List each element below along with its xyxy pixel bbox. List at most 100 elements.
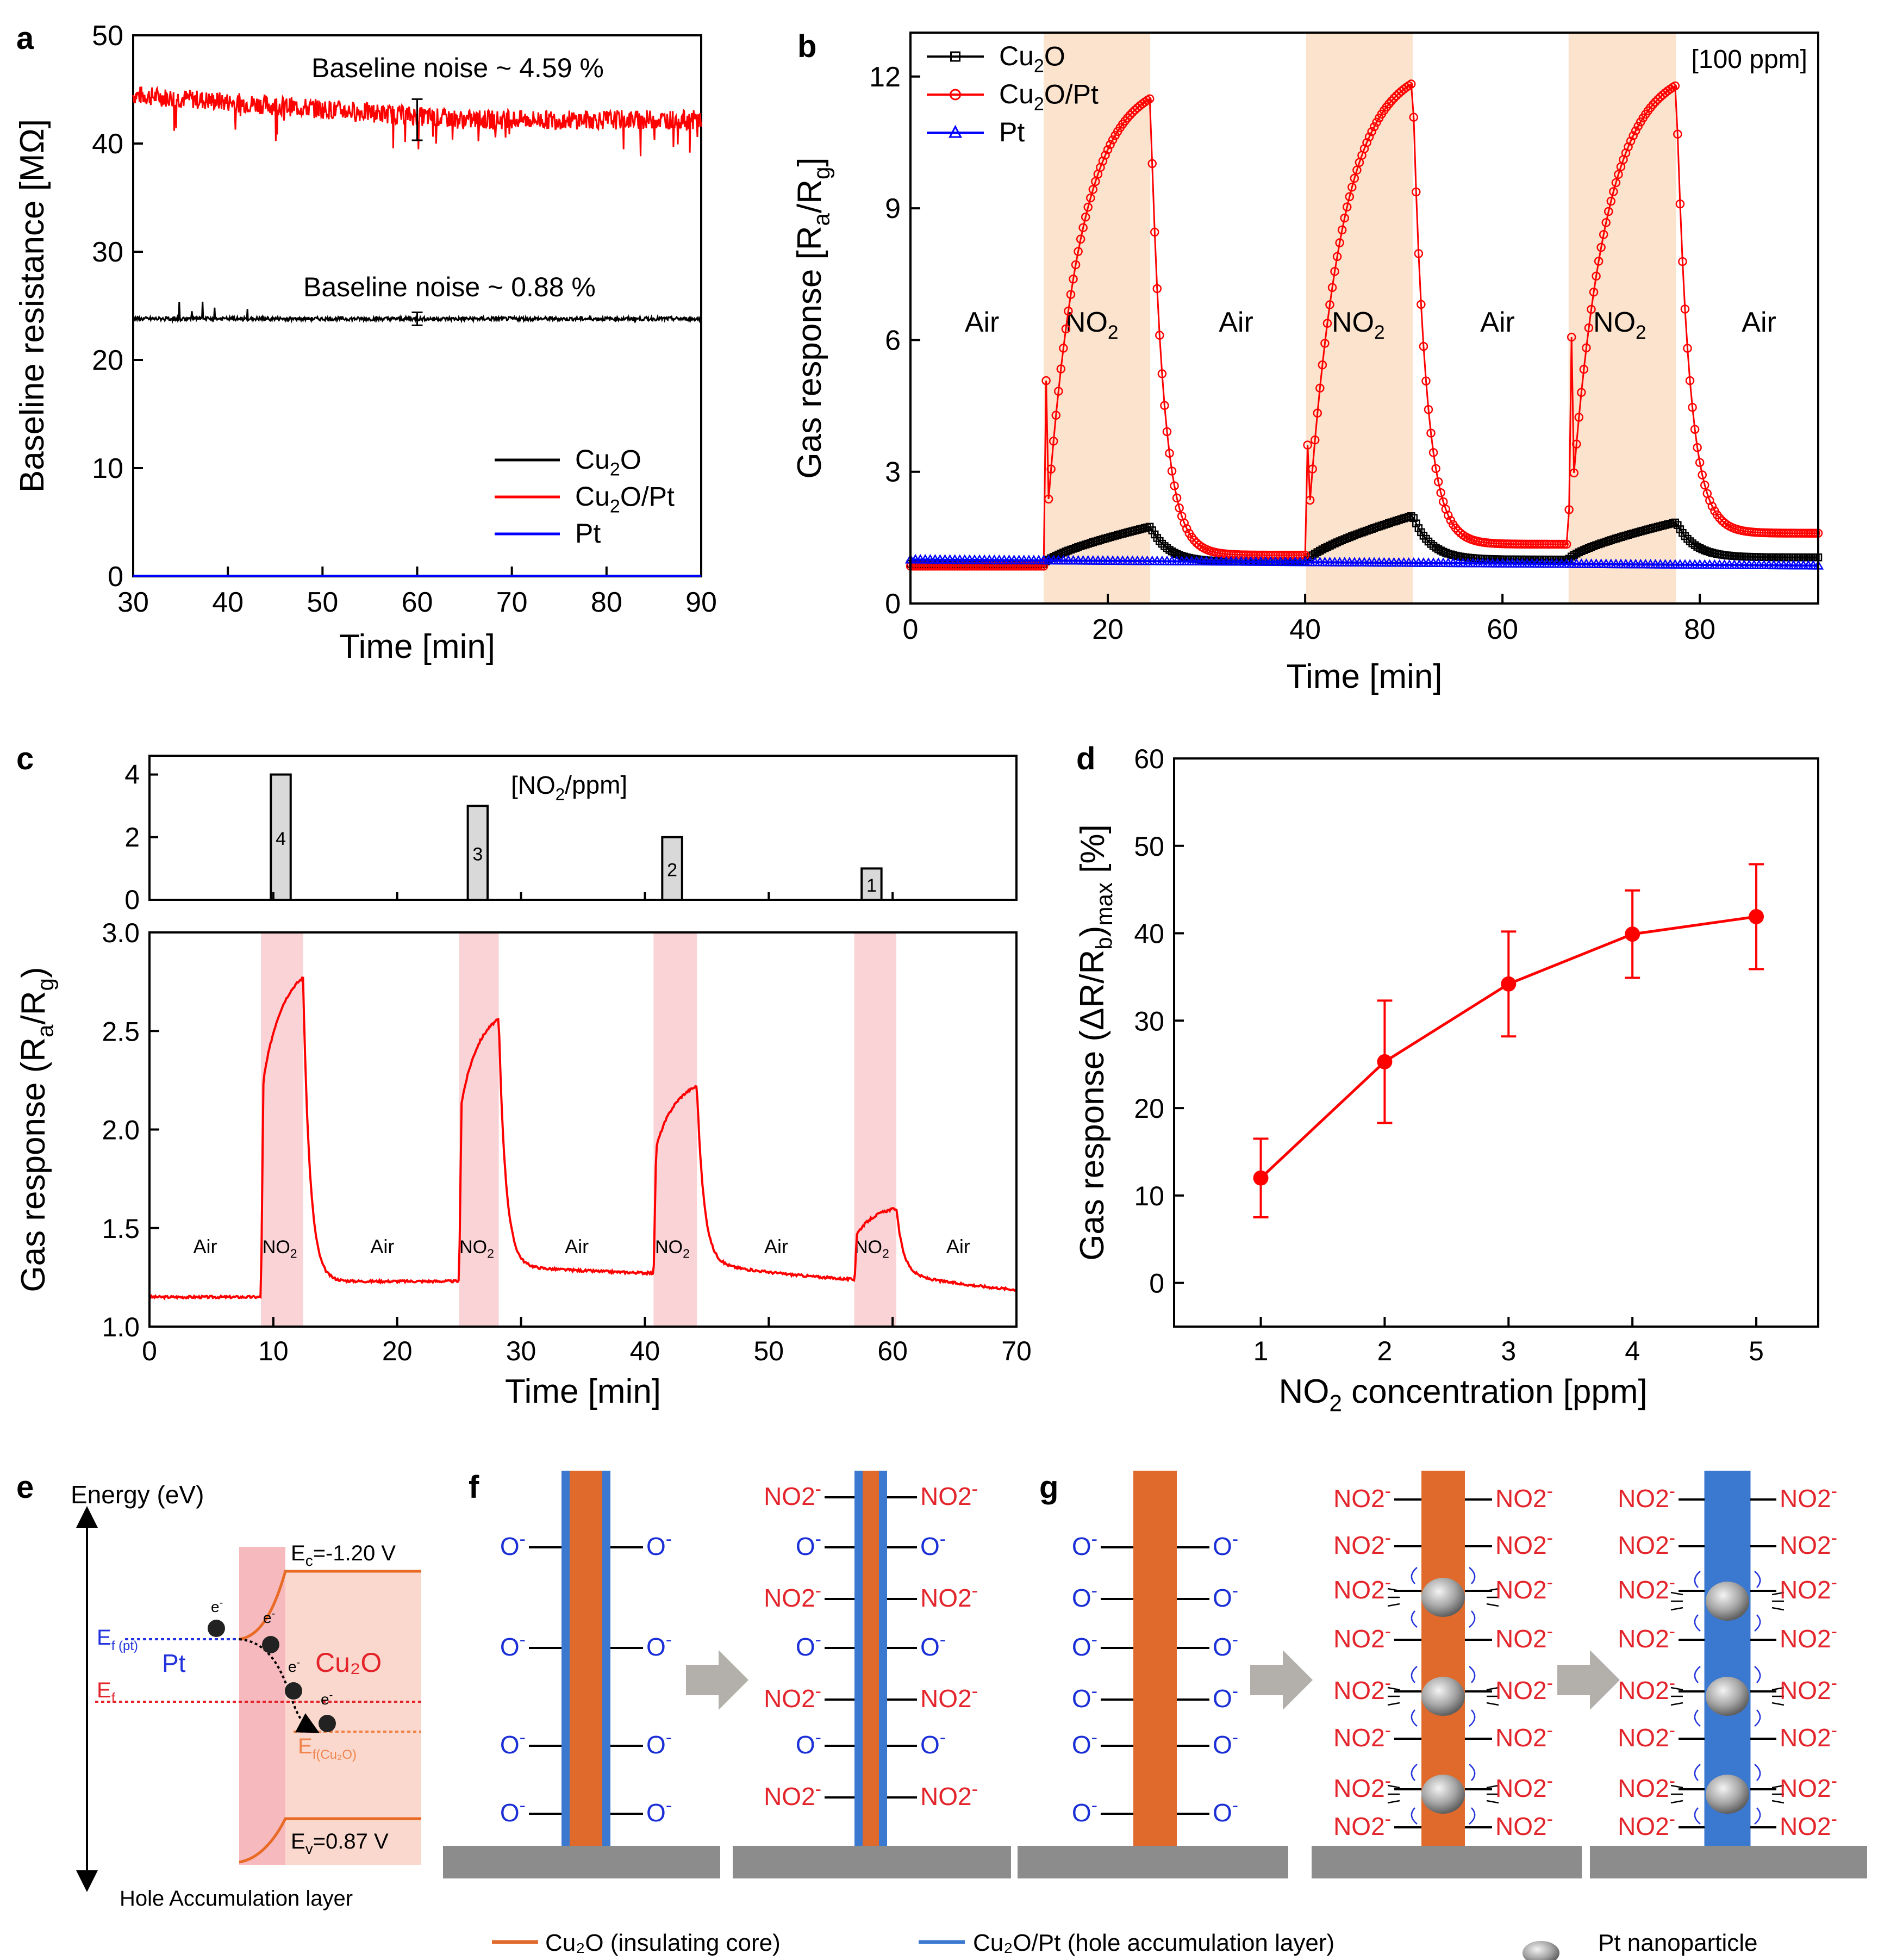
series-cu2o-pt-marker: [1108, 135, 1118, 145]
plot-frame: [909, 32, 1819, 605]
series-cu2o-marker: [1617, 533, 1625, 542]
series-cu2o-pt-marker: [1387, 96, 1396, 106]
series-cu2o-pt-marker: [1054, 387, 1063, 396]
series-cu2o-pt-marker: [1678, 257, 1687, 266]
y-tick-label: 0: [885, 588, 901, 620]
oxygen-ion: O-: [1072, 1629, 1097, 1661]
series-cu2o-marker: [1612, 534, 1620, 543]
y-tick-label: 20: [1134, 1093, 1164, 1124]
x-tick-label: 60: [402, 587, 433, 618]
series-cu2o-marker: [1631, 528, 1640, 537]
top-plot-frame: [148, 755, 1018, 901]
series-cu2o-pt-marker: [1337, 225, 1347, 235]
concentration-bar: [860, 867, 883, 901]
no2-ion: NO2-: [920, 1681, 978, 1713]
series-cu2o-marker: [1074, 543, 1082, 551]
concentration-bar: [661, 836, 683, 901]
x-tick-label: 20: [1092, 614, 1124, 645]
series-cu2o-pt-marker: [1715, 513, 1724, 523]
transition-arrow: [1557, 1650, 1620, 1710]
top-y-tick-label: 4: [124, 760, 140, 790]
series-cu2o-pt-marker: [1172, 493, 1182, 503]
series-cu2o-pt-marker: [1431, 464, 1440, 474]
y-tick-label: 40: [1134, 919, 1164, 949]
series-cu2o-marker: [1629, 529, 1637, 538]
spillover-line: [1469, 1666, 1476, 1683]
series-cu2o-marker: [1057, 549, 1065, 558]
no2-ion: NO2-: [1618, 1481, 1675, 1513]
series-cu2o-marker: [1370, 524, 1378, 532]
x-tick-label: 70: [1001, 1336, 1032, 1366]
electron-label-3: e-: [288, 1657, 300, 1675]
electron-2: [262, 1636, 279, 1653]
series-cu2o-marker: [1066, 545, 1075, 554]
series-cu2o-pt-marker: [1362, 138, 1371, 147]
series-cu2o-pt-marker: [1392, 91, 1401, 101]
cu2o-core: [1133, 1471, 1177, 1846]
series-cu2o-pt-marker: [1303, 440, 1312, 450]
series-cu2o-marker: [1076, 542, 1085, 550]
concentration-bar-label: 2: [667, 860, 677, 880]
ef-label: Ef: [97, 1678, 116, 1706]
transition-arrow: [1250, 1650, 1313, 1710]
series-cu2o-marker: [1407, 512, 1415, 520]
series-cu2o-marker: [1698, 545, 1706, 553]
no2-ion: NO2-: [1780, 1673, 1837, 1704]
series-cu2o-marker: [1587, 543, 1595, 551]
series-cu2o-marker: [1602, 538, 1610, 546]
y-axis-label: Gas response [Ra/Rg]: [791, 157, 834, 478]
series-cu2o-marker: [1437, 546, 1445, 555]
series-cu2o-pt-marker: [1574, 413, 1584, 422]
oxygen-ion: O-: [500, 1529, 526, 1560]
series-cu2o-pt-marker: [1611, 178, 1621, 188]
series-cu2o-marker: [1084, 539, 1092, 548]
electron-3: [285, 1682, 302, 1700]
spillover-line: [1694, 1709, 1701, 1727]
spillover-line: [1694, 1807, 1701, 1825]
series-cu2o-marker: [1081, 540, 1090, 549]
spillover-line: [1411, 1666, 1418, 1683]
series-cu2o-marker: [1573, 549, 1581, 558]
series-cu2o-pt-marker: [1690, 425, 1700, 434]
spillover-line: [1754, 1807, 1761, 1825]
series-cu2o-pt-marker: [1698, 470, 1707, 480]
x-tick-label: 80: [591, 587, 622, 618]
series-cu2o-pt-marker: [1044, 494, 1053, 504]
spillover-bond: [1387, 1784, 1400, 1789]
spillover-bond: [1486, 1687, 1499, 1691]
series-cu2o-pt-marker: [1347, 182, 1357, 192]
series-cu2o-marker: [1397, 515, 1406, 524]
series-cu2o-pt-marker: [1342, 202, 1352, 211]
oxygen-ion: O-: [646, 1727, 672, 1759]
data-point: [1253, 1170, 1269, 1186]
series-cu2o-marker: [1626, 530, 1635, 538]
series-cu2o-pt-marker: [1352, 165, 1362, 175]
oxygen-ion: O-: [1213, 1795, 1238, 1827]
oxygen-ion: O-: [1213, 1581, 1238, 1612]
series-cu2o-pt-marker: [1670, 81, 1680, 91]
no2-ion: NO2-: [1495, 1673, 1553, 1704]
series-cu2o-pt-marker: [1614, 170, 1623, 179]
cu2o-core: [570, 1471, 602, 1846]
spillover-line: [1754, 1764, 1761, 1781]
oxygen-ion: O-: [500, 1727, 526, 1759]
oxygen-ion: O-: [920, 1529, 946, 1560]
series-cu2o-marker: [1444, 550, 1452, 558]
spillover-line: [1411, 1807, 1418, 1825]
no2-ion: NO2-: [1780, 1621, 1837, 1653]
x-tick-label: 40: [1289, 614, 1321, 645]
series-cu2o-pt-marker: [1189, 536, 1199, 545]
series-cu2o-marker: [1412, 519, 1420, 527]
series-cu2o-marker: [1338, 536, 1346, 544]
series-cu2o-marker: [1439, 547, 1448, 556]
data-point: [1749, 909, 1764, 924]
pt-nanoparticle: [1421, 1775, 1465, 1814]
series-cu2o-pt-marker: [1569, 468, 1578, 478]
x-tick-label: 70: [496, 587, 528, 618]
region-label-no2: NO2: [1593, 307, 1646, 343]
series-cu2o-pt-marker: [1059, 344, 1068, 353]
no2-exposure-band: [1044, 33, 1151, 603]
region-label-air: Air: [194, 1235, 217, 1258]
series-cu2o-pt-marker: [1579, 365, 1589, 374]
